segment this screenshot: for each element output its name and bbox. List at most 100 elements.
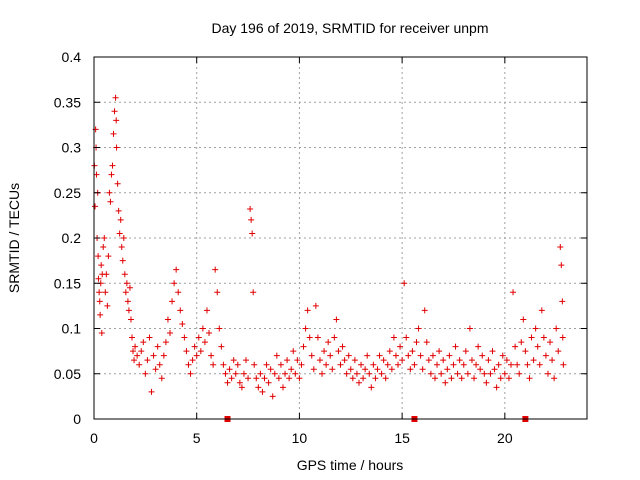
data-point: [298, 361, 305, 368]
data-point: [269, 393, 276, 400]
data-point: [333, 316, 340, 323]
data-point: [386, 348, 393, 355]
data-point: [232, 370, 239, 377]
data-point: [551, 375, 558, 382]
data-point: [253, 375, 260, 382]
data-point: [376, 352, 383, 359]
data-point: [257, 370, 264, 377]
data-point: [397, 343, 404, 350]
data-point: [345, 352, 352, 359]
data-point: [555, 348, 562, 355]
data-point: [530, 357, 537, 364]
data-point: [119, 257, 126, 264]
data-point: [450, 361, 457, 368]
data-point: [255, 384, 262, 391]
data-point: [468, 357, 475, 364]
data-points: [91, 94, 567, 400]
data-point: [185, 361, 192, 368]
data-point: [358, 361, 365, 368]
data-point: [542, 352, 549, 359]
data-point: [528, 334, 535, 341]
data-point: [413, 339, 420, 346]
data-point: [265, 379, 272, 386]
data-point: [407, 366, 414, 373]
data-point: [514, 361, 521, 368]
data-point: [286, 375, 293, 382]
data-point: [177, 307, 184, 314]
data-point: [187, 370, 194, 377]
y-tick-label: 0.4: [62, 49, 82, 65]
data-point: [193, 352, 200, 359]
data-point: [460, 361, 467, 368]
data-point: [559, 334, 566, 341]
data-point: [203, 307, 210, 314]
data-point: [372, 375, 379, 382]
data-point: [134, 352, 141, 359]
data-point: [520, 316, 527, 323]
data-point: [171, 280, 178, 287]
data-point: [152, 366, 159, 373]
data-point: [275, 375, 282, 382]
data-point: [197, 348, 204, 355]
data-point: [245, 375, 252, 382]
data-point: [403, 334, 410, 341]
data-point: [395, 361, 402, 368]
data-point: [512, 343, 519, 350]
data-point: [117, 216, 124, 223]
data-point: [111, 108, 118, 115]
data-point: [162, 339, 169, 346]
x-tick-label: 0: [90, 430, 98, 446]
data-point: [417, 352, 424, 359]
data-point: [483, 379, 490, 386]
data-point: [335, 348, 342, 355]
data-point: [401, 280, 408, 287]
data-point: [553, 325, 560, 332]
data-point: [226, 366, 233, 373]
data-point: [312, 302, 319, 309]
data-point: [230, 357, 237, 364]
data-point: [473, 361, 480, 368]
data-point: [116, 230, 123, 237]
data-point: [104, 302, 111, 309]
data-point: [560, 361, 567, 368]
data-point: [526, 375, 533, 382]
data-point: [434, 361, 441, 368]
data-point: [390, 334, 397, 341]
data-point: [156, 361, 163, 368]
data-point: [154, 343, 161, 350]
data-point: [130, 348, 137, 355]
data-point: [538, 307, 545, 314]
data-point: [121, 271, 128, 278]
data-point: [107, 198, 114, 205]
data-point: [405, 352, 412, 359]
data-point: [475, 343, 482, 350]
data-point: [536, 361, 543, 368]
data-point: [425, 357, 432, 364]
data-point: [427, 370, 434, 377]
data-point: [132, 343, 139, 350]
data-point: [95, 275, 102, 282]
axis-ticks: 0 0.05 0.1 0.15 0.2 0.25 0.3 0.35 0.4 0 5 10 15 20: [54, 49, 587, 446]
data-point: [481, 370, 488, 377]
data-point: [129, 334, 136, 341]
data-point: [189, 357, 196, 364]
data-point: [510, 289, 517, 296]
data-point: [331, 334, 338, 341]
data-point: [464, 370, 471, 377]
data-point: [238, 384, 245, 391]
data-point: [339, 343, 346, 350]
data-point: [263, 361, 270, 368]
data-point: [503, 357, 510, 364]
data-point: [247, 206, 254, 213]
data-point: [446, 352, 453, 359]
data-point: [505, 375, 512, 382]
data-point: [374, 366, 381, 373]
y-tick-label: 0.2: [62, 230, 82, 246]
data-point: [532, 325, 539, 332]
data-point: [218, 343, 225, 350]
data-point: [261, 375, 268, 382]
data-point: [146, 334, 153, 341]
data-point: [366, 370, 373, 377]
data-point: [507, 361, 514, 368]
